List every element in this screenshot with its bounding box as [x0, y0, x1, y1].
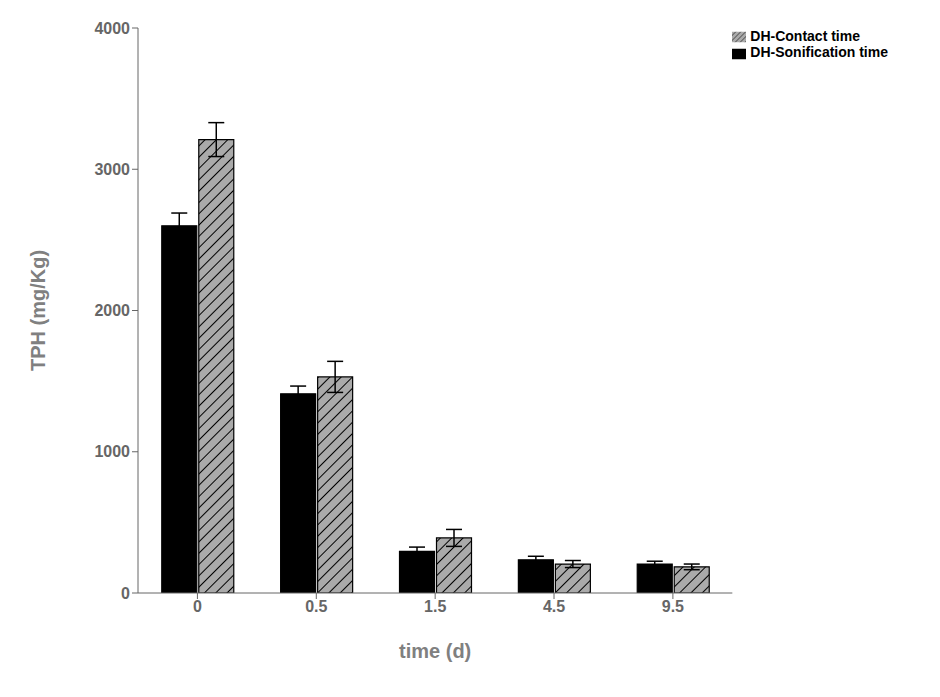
svg-text:0: 0 [193, 598, 202, 615]
svg-text:1.5: 1.5 [424, 598, 446, 615]
svg-text:0.5: 0.5 [305, 598, 327, 615]
html-text:DH-Contact time: DH-Contact time [750, 28, 860, 44]
svg-text:1000: 1000 [94, 443, 130, 460]
svg-text:9.5: 9.5 [662, 598, 684, 615]
svg-text:time (d): time (d) [399, 640, 471, 662]
svg-text:4000: 4000 [94, 20, 130, 37]
svg-text:TPH (mg/Kg): TPH (mg/Kg) [27, 250, 49, 371]
html-text:DH-Sonification time: DH-Sonification time [750, 44, 888, 61]
svg-text:0: 0 [121, 585, 130, 602]
svg-text:4.5: 4.5 [543, 598, 565, 615]
svg-text:2000: 2000 [94, 302, 130, 319]
svg-text:3000: 3000 [94, 161, 130, 178]
